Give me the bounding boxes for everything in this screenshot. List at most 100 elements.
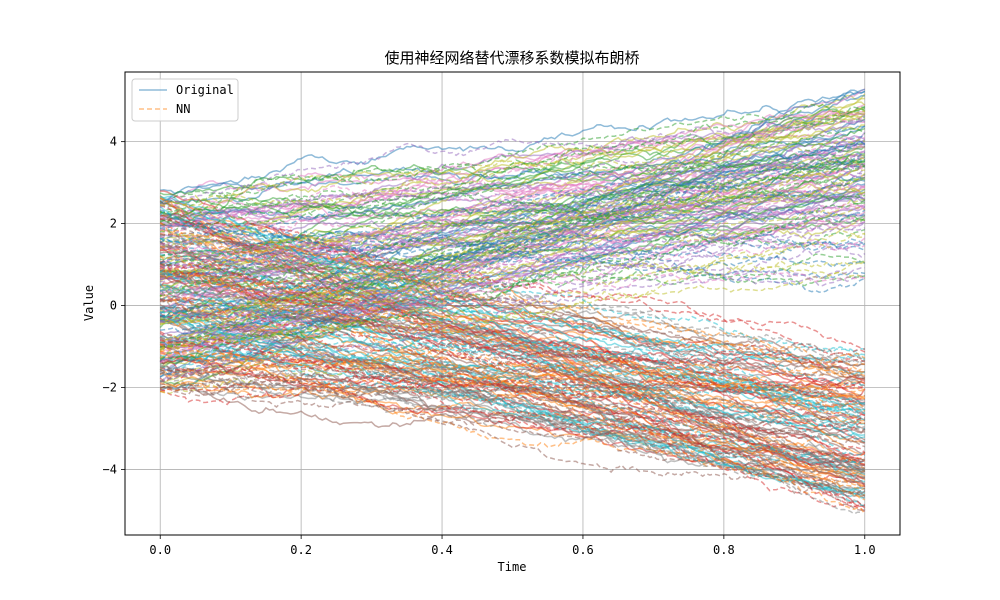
nn-path	[159, 360, 866, 462]
nn-path	[159, 346, 866, 495]
x-tick-label: 0.6	[572, 543, 594, 557]
nn-path	[160, 141, 866, 317]
nn-path	[160, 115, 866, 205]
nn-path	[159, 140, 866, 296]
nn-path	[159, 263, 865, 506]
nn-path	[159, 271, 866, 344]
nn-path	[160, 266, 865, 325]
nn-path	[159, 383, 865, 460]
y-tick-label: 4	[110, 135, 117, 149]
nn-path	[159, 343, 865, 412]
nn-path	[160, 233, 865, 363]
nn-path	[160, 159, 865, 214]
y-tick-label: 0	[110, 299, 117, 313]
nn-path	[159, 164, 866, 364]
nn-path	[159, 310, 866, 413]
nn-path	[159, 298, 865, 512]
x-tick-label: 0.0	[149, 543, 171, 557]
nn-path	[159, 360, 865, 394]
nn-path	[160, 221, 866, 272]
nn-path	[160, 165, 865, 257]
nn-path	[159, 230, 866, 264]
nn-path	[159, 231, 866, 265]
nn-path	[159, 207, 866, 258]
nn-path	[159, 283, 866, 457]
nn-path	[159, 368, 865, 495]
nn-path	[159, 258, 865, 297]
nn-path	[160, 288, 865, 424]
nn-path	[160, 178, 865, 296]
nn-path	[159, 206, 866, 360]
nn-path	[159, 171, 865, 269]
nn-path	[159, 198, 865, 352]
nn-path	[159, 369, 866, 495]
nn-path	[160, 218, 866, 255]
nn-path	[159, 210, 865, 415]
x-tick-label: 1.0	[854, 543, 876, 557]
nn-path	[160, 296, 866, 512]
nn-path	[160, 333, 866, 481]
nn-path	[160, 138, 866, 208]
x-tick-label: 0.2	[290, 543, 312, 557]
nn-path	[160, 370, 865, 430]
y-tick-label: −2	[103, 380, 117, 394]
nn-path	[159, 222, 866, 323]
nn-path	[159, 235, 866, 362]
y-tick-label: 2	[110, 217, 117, 231]
y-tick-label: −4	[103, 462, 117, 476]
paths-layer	[159, 88, 866, 515]
nn-path	[160, 238, 866, 287]
nn-path	[159, 253, 866, 298]
nn-path	[159, 229, 865, 279]
nn-path	[160, 342, 866, 389]
legend-label-original: Original	[176, 83, 234, 97]
nn-path	[159, 215, 865, 272]
nn-path	[160, 157, 865, 325]
nn-path	[160, 311, 865, 507]
nn-path	[159, 188, 865, 231]
nn-path	[159, 265, 866, 448]
nn-path	[159, 272, 865, 430]
nn-path	[160, 159, 866, 214]
nn-path	[159, 127, 866, 214]
nn-path	[159, 358, 866, 381]
nn-path	[159, 270, 866, 471]
nn-path	[159, 298, 866, 515]
x-tick-label: 0.8	[713, 543, 735, 557]
nn-path	[159, 255, 866, 515]
nn-path	[160, 223, 866, 383]
nn-path	[160, 271, 865, 300]
nn-path	[159, 307, 865, 403]
original-path	[159, 88, 866, 204]
nn-path	[159, 244, 866, 469]
original-path	[159, 141, 866, 196]
nn-path	[159, 241, 866, 281]
original-path	[160, 200, 865, 239]
nn-path	[159, 217, 865, 350]
original-path	[159, 381, 866, 404]
nn-path	[159, 241, 865, 431]
nn-path	[160, 287, 866, 415]
nn-path	[159, 173, 866, 326]
nn-path	[160, 333, 865, 414]
nn-path	[160, 242, 866, 365]
y-axis-label: Value	[82, 285, 96, 321]
ticks-layer: 0.0 0.2 0.4 0.6 0.8 1.0 −4 −2 0 2 4	[103, 135, 876, 557]
nn-path	[160, 339, 866, 454]
nn-path	[159, 150, 866, 302]
nn-path	[159, 107, 866, 227]
nn-path	[159, 237, 865, 420]
nn-path	[159, 203, 866, 299]
nn-path	[159, 270, 865, 422]
chart-title: 使用神经网络替代漂移系数模拟布朗桥	[384, 49, 639, 67]
x-tick-label: 0.4	[431, 543, 453, 557]
nn-path	[159, 330, 866, 464]
nn-path	[159, 233, 866, 381]
nn-path	[160, 138, 866, 283]
nn-path	[160, 103, 865, 205]
nn-path	[159, 151, 866, 239]
nn-path	[159, 225, 866, 277]
legend-label-nn: NN	[176, 102, 190, 116]
legend: Original NN	[131, 78, 239, 122]
